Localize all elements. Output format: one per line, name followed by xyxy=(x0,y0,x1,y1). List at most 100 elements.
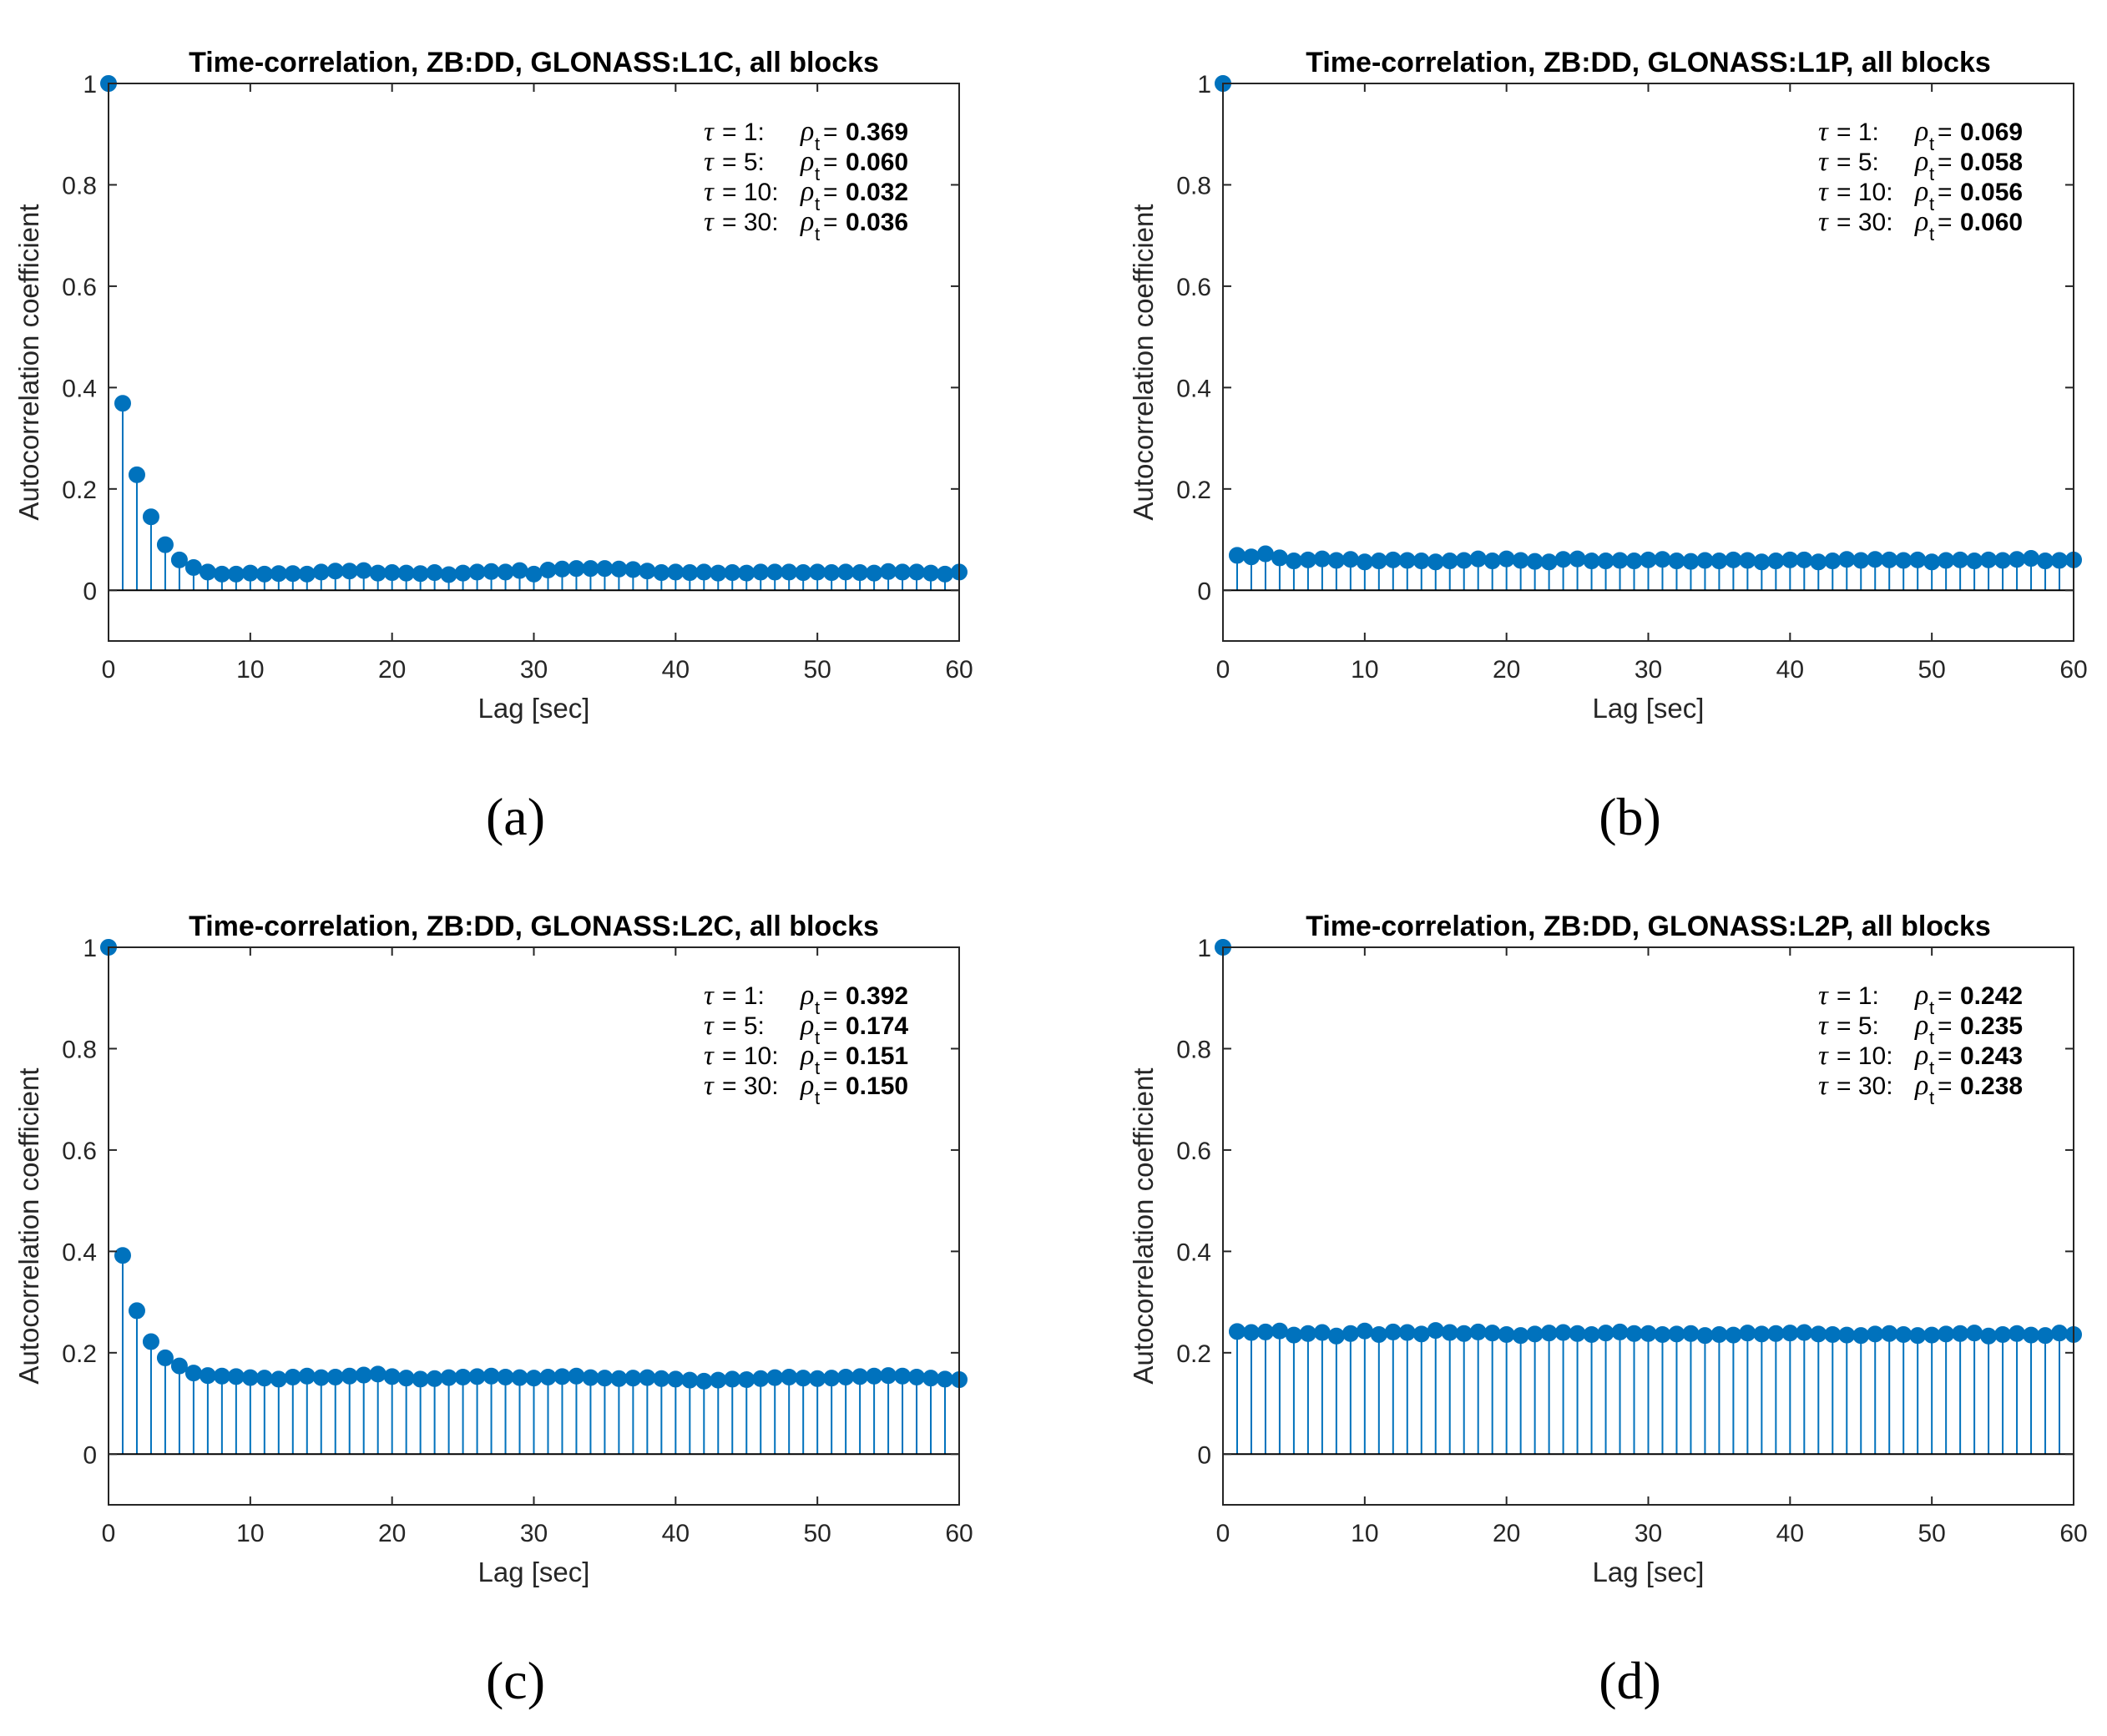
rho-value: 0.032 xyxy=(846,179,908,206)
data-point xyxy=(2023,550,2040,568)
data-point xyxy=(1554,1324,1572,1341)
data-point xyxy=(710,1371,727,1389)
y-tick-label: 0 xyxy=(83,1441,97,1469)
rho-symbol: ρ xyxy=(1914,206,1928,237)
data-point xyxy=(738,1371,755,1389)
data-point xyxy=(1313,550,1331,568)
data-point xyxy=(851,564,869,582)
data-point xyxy=(539,1368,557,1385)
data-point xyxy=(227,565,245,583)
data-point xyxy=(1994,552,2012,569)
data-point xyxy=(1796,1324,1813,1341)
chart-title: Time-correlation, ZB:DD, GLONASS:L2C, al… xyxy=(189,911,879,942)
data-point xyxy=(1668,1325,1685,1343)
rho-symbol: ρ xyxy=(1914,176,1928,207)
data-point xyxy=(241,564,259,582)
data-point xyxy=(1455,552,1473,569)
rho-value: 0.060 xyxy=(1960,209,2023,236)
x-axis-label: Lag [sec] xyxy=(1593,693,1705,724)
data-point xyxy=(1710,553,1728,570)
rho-value: 0.036 xyxy=(846,209,908,236)
data-point xyxy=(2023,1326,2040,1344)
data-point xyxy=(2051,552,2069,569)
data-point xyxy=(1398,552,1416,569)
data-point xyxy=(426,1370,443,1387)
data-point xyxy=(2008,1325,2026,1342)
tau-value: = 30: xyxy=(1837,1072,1893,1100)
rho-value: 0.392 xyxy=(846,982,908,1010)
tau-value: = 10: xyxy=(722,1042,779,1070)
data-point xyxy=(156,1349,174,1366)
data-point xyxy=(298,1367,316,1385)
data-point xyxy=(568,1367,585,1385)
tau-value: = 5: xyxy=(1837,149,1879,176)
x-tick-label: 10 xyxy=(236,1520,264,1547)
data-point xyxy=(724,564,741,582)
data-point xyxy=(1952,551,1969,568)
x-tick-label: 0 xyxy=(102,656,116,684)
data-point xyxy=(255,565,273,583)
data-point xyxy=(369,1365,387,1383)
data-point xyxy=(1838,1326,1856,1344)
rho-subscript: t xyxy=(815,224,820,245)
data-point xyxy=(128,1302,145,1320)
y-axis-label: Autocorrelation coefficient xyxy=(1128,204,1159,520)
rho-subscript: t xyxy=(1929,134,1934,154)
data-point xyxy=(1356,1322,1373,1340)
rho-subscript: t xyxy=(1929,164,1934,184)
rho-value: 0.238 xyxy=(1960,1072,2023,1100)
data-point xyxy=(525,565,543,583)
data-point xyxy=(908,1368,926,1385)
data-point xyxy=(1412,1325,1430,1343)
data-point xyxy=(1483,1325,1501,1342)
data-point xyxy=(170,1357,188,1375)
data-point xyxy=(1696,552,1714,569)
tau-value: = 10: xyxy=(722,179,779,206)
data-point xyxy=(937,1370,954,1388)
rho-value: 0.174 xyxy=(846,1012,908,1040)
data-point xyxy=(341,1367,358,1385)
data-point xyxy=(1710,1325,1728,1343)
x-tick-label: 40 xyxy=(662,1520,690,1547)
data-point xyxy=(908,563,926,581)
data-point xyxy=(1767,553,1785,570)
equals-sign: = xyxy=(823,1042,838,1070)
data-point xyxy=(1540,553,1558,571)
data-point xyxy=(880,563,897,580)
data-point xyxy=(553,560,571,578)
data-point xyxy=(341,563,358,580)
data-point xyxy=(156,536,174,553)
rho-symbol: ρ xyxy=(800,980,814,1011)
data-point xyxy=(1441,553,1458,570)
tau-symbol: τ xyxy=(704,147,715,177)
panel-label: (d) xyxy=(1599,1651,1661,1710)
data-point xyxy=(1980,551,1998,568)
data-point xyxy=(1810,1325,1827,1343)
data-point xyxy=(1427,553,1444,571)
tau-value: = 1: xyxy=(1837,119,1879,146)
data-point xyxy=(1526,1325,1544,1343)
x-axis-label: Lag [sec] xyxy=(1593,1557,1705,1587)
data-point xyxy=(426,564,443,582)
rho-value: 0.369 xyxy=(846,119,908,146)
data-point xyxy=(553,1368,571,1385)
data-point xyxy=(142,508,159,526)
data-point xyxy=(1725,1326,1742,1344)
y-tick-label: 0 xyxy=(83,578,97,605)
x-axis-label: Lag [sec] xyxy=(478,693,590,724)
data-point xyxy=(624,1370,642,1387)
data-point xyxy=(582,560,599,578)
x-tick-label: 10 xyxy=(236,656,264,684)
rho-value: 0.069 xyxy=(1960,119,2023,146)
equals-sign: = xyxy=(1938,179,1953,206)
y-tick-label: 0.4 xyxy=(62,375,97,402)
data-point xyxy=(1441,1324,1458,1341)
tau-symbol: τ xyxy=(704,177,715,207)
annotation-row: τ = 5: ρ t = 0.060 xyxy=(704,146,908,184)
annotation-row: τ = 30: ρ t = 0.150 xyxy=(704,1070,908,1108)
data-point xyxy=(114,1247,131,1264)
data-point xyxy=(1342,551,1359,568)
data-point xyxy=(2051,1325,2069,1342)
data-point xyxy=(695,1372,713,1390)
data-point xyxy=(880,1367,897,1385)
